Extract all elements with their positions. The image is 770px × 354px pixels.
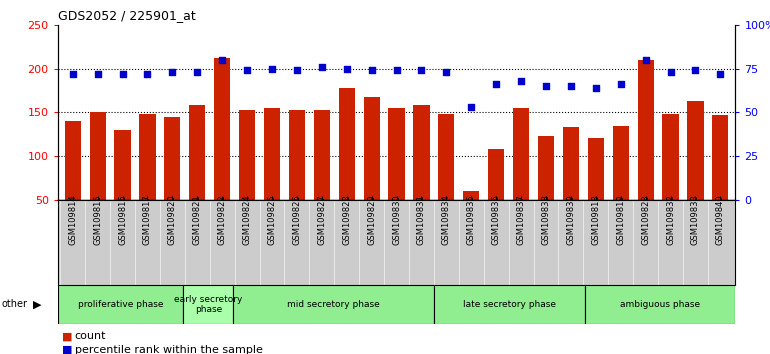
Bar bbox=[164, 117, 180, 200]
Text: ■: ■ bbox=[62, 345, 72, 354]
Point bbox=[640, 57, 652, 63]
FancyBboxPatch shape bbox=[584, 285, 735, 324]
Point bbox=[340, 66, 353, 72]
Bar bbox=[139, 114, 156, 200]
Bar bbox=[488, 149, 504, 200]
Bar bbox=[413, 105, 430, 200]
Point bbox=[590, 85, 602, 91]
Text: ambiguous phase: ambiguous phase bbox=[620, 300, 700, 309]
Bar bbox=[563, 127, 579, 200]
Point bbox=[92, 71, 104, 77]
Bar bbox=[289, 110, 305, 200]
Bar bbox=[513, 108, 529, 200]
Bar bbox=[464, 191, 480, 200]
Point bbox=[564, 83, 577, 89]
Bar bbox=[189, 105, 206, 200]
Point bbox=[689, 68, 701, 73]
Bar bbox=[313, 110, 330, 200]
Text: mid secretory phase: mid secretory phase bbox=[287, 300, 380, 309]
Bar bbox=[438, 114, 454, 200]
Point bbox=[490, 81, 502, 87]
Point bbox=[241, 68, 253, 73]
Text: late secretory phase: late secretory phase bbox=[463, 300, 556, 309]
Point bbox=[166, 69, 179, 75]
Text: count: count bbox=[75, 331, 106, 341]
Point bbox=[715, 71, 727, 77]
Bar bbox=[363, 97, 380, 200]
Bar bbox=[613, 126, 629, 200]
Point bbox=[415, 68, 427, 73]
FancyBboxPatch shape bbox=[233, 285, 434, 324]
Point bbox=[266, 66, 278, 72]
Point bbox=[390, 68, 403, 73]
Bar bbox=[388, 108, 405, 200]
Point bbox=[216, 57, 229, 63]
Point bbox=[66, 71, 79, 77]
Point bbox=[366, 68, 378, 73]
Bar bbox=[214, 58, 230, 200]
Point bbox=[665, 69, 677, 75]
Text: other: other bbox=[2, 299, 28, 309]
Point bbox=[540, 83, 552, 89]
FancyBboxPatch shape bbox=[58, 285, 183, 324]
Bar bbox=[239, 110, 255, 200]
Bar bbox=[89, 113, 105, 200]
Point bbox=[614, 81, 627, 87]
Bar bbox=[65, 121, 81, 200]
Bar bbox=[712, 115, 728, 200]
Bar bbox=[688, 101, 704, 200]
Bar bbox=[662, 114, 678, 200]
Point bbox=[440, 69, 453, 75]
Text: ■: ■ bbox=[62, 331, 72, 341]
Point bbox=[141, 71, 153, 77]
Point bbox=[291, 68, 303, 73]
Point bbox=[116, 71, 129, 77]
FancyBboxPatch shape bbox=[183, 285, 233, 324]
Text: proliferative phase: proliferative phase bbox=[78, 300, 163, 309]
Bar bbox=[264, 108, 280, 200]
Bar bbox=[115, 130, 131, 200]
Text: ▶: ▶ bbox=[32, 299, 42, 309]
Point bbox=[316, 64, 328, 70]
Text: early secretory
phase: early secretory phase bbox=[174, 295, 243, 314]
Text: percentile rank within the sample: percentile rank within the sample bbox=[75, 345, 263, 354]
Text: GDS2052 / 225901_at: GDS2052 / 225901_at bbox=[58, 9, 196, 22]
Bar bbox=[339, 88, 355, 200]
Bar bbox=[588, 138, 604, 200]
Point bbox=[465, 104, 477, 110]
FancyBboxPatch shape bbox=[434, 285, 584, 324]
Bar bbox=[638, 60, 654, 200]
Point bbox=[191, 69, 203, 75]
Point bbox=[515, 78, 527, 84]
Bar bbox=[538, 136, 554, 200]
